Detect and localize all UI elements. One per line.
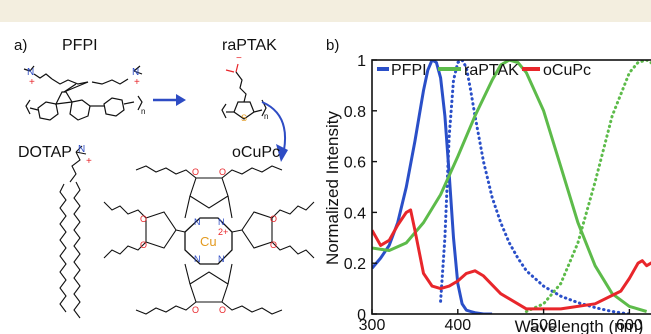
panel-b: b) 30040050060070080000.20.40.60.81 PFPI…	[323, 37, 651, 334]
pfpi-structure	[23, 65, 143, 121]
ocupc-o4: O	[219, 305, 226, 315]
y-tick-label: 0.6	[344, 155, 366, 172]
ocupc-o8: O	[270, 240, 277, 250]
panel-a-label: a)	[14, 37, 27, 54]
series-line-raptak-solid	[372, 60, 648, 313]
top-band	[0, 0, 651, 22]
pfpi-plus-right: +	[134, 77, 140, 88]
ocupc-o5: O	[140, 214, 147, 224]
raptak-label: raPTAK	[222, 37, 277, 54]
ocupc-n3: N	[194, 254, 201, 264]
dotap-plus: +	[86, 156, 92, 167]
y-tick-label: 0	[357, 307, 366, 324]
series-line-pfpi-solid	[372, 60, 493, 314]
legend: PFPI raPTAK oCuPc	[377, 62, 591, 79]
legend-label-pfpi: PFPI	[391, 62, 427, 79]
y-axis-label: Normalized Intensity	[323, 111, 342, 266]
arrow-raptak-to-ocupc	[261, 101, 288, 162]
panel-a: a) PFPI N N + + n	[14, 37, 315, 319]
ocupc-n1: N	[194, 217, 201, 227]
panel-b-label: b)	[326, 37, 339, 54]
dotap-label: DOTAP	[18, 144, 72, 161]
ocupc-n2: N	[218, 217, 225, 227]
pfpi-subscript-n: n	[141, 107, 145, 116]
raptak-subscript-n: n	[264, 112, 268, 121]
x-tick-label: 600	[616, 317, 643, 334]
y-tick-label: 0.2	[344, 256, 366, 273]
x-tick-label: 500	[530, 317, 557, 334]
series-line-raptak-dotted	[524, 60, 651, 313]
x-tick-label: 400	[444, 317, 471, 334]
pfpi-label: PFPI	[62, 37, 98, 54]
series-line-ocupc-solid	[372, 208, 651, 311]
series-line-pfpi-dotted	[439, 60, 631, 314]
pfpi-plus-left: +	[29, 77, 35, 88]
tick-layer: 30040050060070080000.20.40.60.81	[344, 53, 643, 334]
ocupc-structure	[103, 165, 315, 315]
ocupc-o1: O	[192, 167, 199, 177]
plot-frame	[371, 59, 651, 315]
dotap-structure	[59, 145, 87, 319]
ocupc-o7: O	[270, 214, 277, 224]
x-tick-label: 300	[359, 317, 386, 334]
x-axis-label: Wavelength (nm)	[515, 317, 644, 334]
y-tick-label: 0.4	[344, 205, 366, 222]
raptak-minus: −	[236, 53, 242, 64]
pfpi-n-right: N	[132, 67, 139, 78]
ocupc-o2: O	[219, 167, 226, 177]
y-tick-label: 0.8	[344, 104, 366, 121]
dotap-nitrogen: N	[78, 144, 85, 155]
ocupc-o3: O	[192, 305, 199, 315]
legend-label-raptak: raPTAK	[464, 62, 519, 79]
legend-label-ocupc: oCuPc	[543, 62, 591, 79]
figure: a) PFPI N N + + n	[14, 37, 651, 334]
ocupc-copper: Cu	[200, 234, 217, 249]
raptak-sulfur: S	[241, 113, 247, 123]
y-tick-label: 1	[357, 53, 366, 70]
raptak-structure	[221, 63, 267, 120]
ocupc-n4: N	[218, 254, 225, 264]
plot-area	[371, 59, 651, 315]
ocupc-copper-charge: 2+	[218, 227, 228, 237]
pfpi-n-left: N	[27, 67, 34, 78]
ocupc-o6: O	[140, 240, 147, 250]
ocupc-label: oCuPc	[232, 144, 280, 161]
arrow-pfpi-to-raptak	[153, 94, 186, 106]
series-layer	[372, 60, 651, 314]
